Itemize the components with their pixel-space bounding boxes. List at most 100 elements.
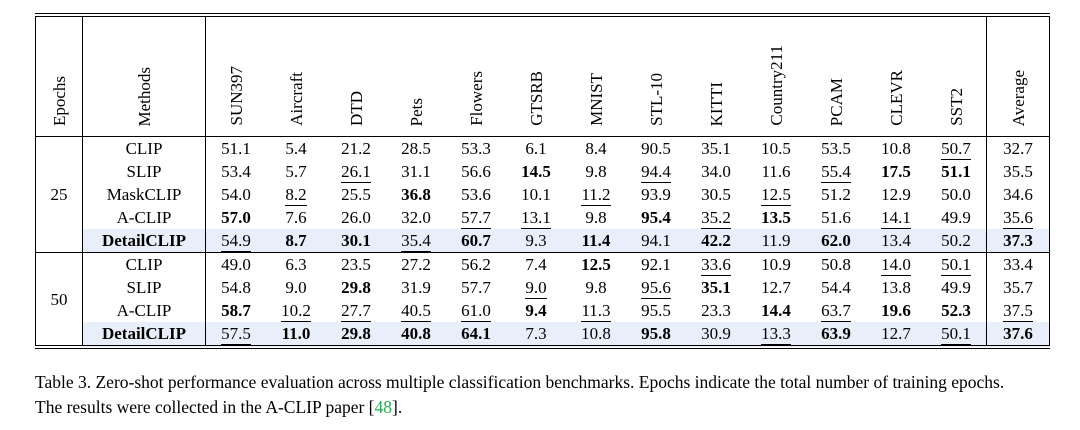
metric-cell-average: 34.6	[987, 183, 1050, 206]
metric-cell-gtsrb: 7.4	[506, 252, 566, 276]
metric-value: 12.7	[761, 278, 791, 297]
column-header-label: SST2	[946, 88, 966, 126]
metric-cell-stl-10: 93.9	[626, 183, 686, 206]
metric-cell-sun397: 54.8	[206, 276, 267, 299]
metric-value: 95.5	[641, 301, 671, 320]
metric-cell-dtd: 27.7	[326, 299, 386, 322]
metric-value: 55.4	[821, 162, 851, 183]
metric-cell-gtsrb: 7.3	[506, 322, 566, 347]
metric-cell-mnist: 12.5	[566, 252, 626, 276]
metric-value: 7.6	[285, 208, 307, 227]
metric-value: 10.1	[521, 185, 551, 204]
metric-value: 36.8	[401, 185, 431, 204]
metric-cell-sst2: 51.1	[926, 160, 987, 183]
metric-cell-pets: 40.8	[386, 322, 446, 347]
table-row-detailclip-25: DetailCLIP 54.9 8.7 30.1 35.4 60.7 9.3 11.4 94.1…	[36, 229, 1050, 253]
metric-cell-average: 37.5	[987, 299, 1050, 322]
metric-value: 33.4	[1003, 255, 1033, 274]
metric-value: 11.3	[581, 301, 611, 322]
metric-value: 35.6	[1003, 208, 1033, 229]
metric-cell-average: 35.7	[987, 276, 1050, 299]
metric-value: 51.1	[221, 139, 251, 158]
metric-value: 30.9	[701, 324, 731, 343]
table-row-maskclip-25: MaskCLIP 54.0 8.2 25.5 36.8 53.6 10.1 11.2 93.9 3…	[36, 183, 1050, 206]
metric-value: 10.9	[761, 255, 791, 274]
metric-cell-mnist: 11.3	[566, 299, 626, 322]
citation-link[interactable]: 48	[374, 397, 393, 418]
metric-value: 92.1	[641, 255, 671, 274]
metric-value: 56.6	[461, 162, 491, 181]
metric-cell-country211: 12.5	[746, 183, 806, 206]
metric-value: 19.6	[881, 301, 911, 320]
metric-value: 51.1	[941, 162, 971, 181]
metric-cell-average: 32.7	[987, 137, 1050, 161]
method-name: DetailCLIP	[82, 322, 206, 347]
metric-cell-clevr: 12.7	[866, 322, 926, 347]
metric-cell-pcam: 63.9	[806, 322, 866, 347]
table-row-clip-50: 50 CLIP 49.0 6.3 23.5 27.2 56.2 7.4 12.5 92.1 33.6…	[35, 252, 1050, 347]
metric-cell-gtsrb: 14.5	[506, 160, 566, 183]
metric-cell-average: 35.5	[987, 160, 1050, 183]
method-name: CLIP	[82, 252, 206, 276]
metric-value: 6.1	[525, 139, 547, 158]
column-header-label: STL-10	[646, 73, 666, 126]
metric-cell-flowers: 57.7	[446, 206, 506, 229]
metric-value: 93.9	[641, 185, 671, 204]
metric-value: 35.5	[1003, 162, 1033, 181]
metric-cell-stl-10: 94.4	[626, 160, 686, 183]
metric-value: 54.4	[821, 278, 851, 297]
metric-value: 52.3	[941, 301, 971, 320]
metric-cell-sst2: 50.0	[926, 183, 987, 206]
metric-value: 37.6	[1003, 324, 1033, 343]
metric-value: 31.9	[401, 278, 431, 297]
metric-cell-country211: 13.3	[746, 322, 806, 347]
metric-value: 7.4	[525, 255, 547, 274]
metric-cell-dtd: 29.8	[326, 322, 386, 347]
metric-value: 13.8	[881, 278, 911, 297]
metric-cell-dtd: 25.5	[326, 183, 386, 206]
column-header-label: Flowers	[466, 71, 486, 126]
metric-cell-pets: 27.2	[386, 252, 446, 276]
metric-value: 50.0	[941, 185, 971, 204]
metric-value: 9.3	[525, 231, 547, 250]
metric-cell-aircraft: 9.0	[266, 276, 326, 299]
metric-cell-flowers: 60.7	[446, 229, 506, 253]
metric-cell-pcam: 51.2	[806, 183, 866, 206]
caption-line-1: Table 3. Zero-shot performance evaluatio…	[35, 372, 1005, 392]
metric-cell-gtsrb: 10.1	[506, 183, 566, 206]
metric-cell-kitti: 42.2	[686, 229, 746, 253]
metric-value: 50.7	[941, 139, 971, 160]
metric-cell-stl-10: 95.6	[626, 276, 686, 299]
benchmark-table: Epochs Methods SUN397 Aircraft DTD Pets Flower…	[35, 13, 1050, 349]
metric-value: 35.7	[1003, 278, 1033, 297]
metric-cell-pets: 31.9	[386, 276, 446, 299]
metric-cell-kitti: 35.2	[686, 206, 746, 229]
table-row-slip-50: SLIP 54.8 9.0 29.8 31.9 57.7 9.0 9.8 95.6 35.1 12.…	[36, 276, 1050, 299]
column-header-label: Average	[1008, 69, 1028, 126]
column-header-label: Pets	[406, 97, 426, 126]
metric-value: 33.6	[701, 255, 731, 276]
metric-value: 57.0	[221, 208, 251, 227]
metric-cell-pets: 36.8	[386, 183, 446, 206]
metric-value: 23.5	[341, 255, 371, 274]
metric-value: 9.4	[525, 301, 547, 320]
column-header-label: PCAM	[826, 77, 846, 126]
metric-value: 35.2	[701, 208, 731, 229]
metric-cell-sst2: 50.1	[926, 322, 987, 347]
metric-value: 40.5	[401, 301, 431, 322]
metric-cell-country211: 14.4	[746, 299, 806, 322]
method-name: MaskCLIP	[82, 183, 206, 206]
metric-value: 49.9	[941, 208, 971, 227]
metric-value: 57.5	[221, 324, 251, 345]
metric-value: 34.6	[1003, 185, 1033, 204]
metric-cell-mnist: 10.8	[566, 322, 626, 347]
metric-cell-stl-10: 94.1	[626, 229, 686, 253]
column-header-dtd: DTD	[326, 15, 386, 137]
metric-cell-country211: 13.5	[746, 206, 806, 229]
metric-cell-flowers: 61.0	[446, 299, 506, 322]
metric-cell-kitti: 30.5	[686, 183, 746, 206]
metric-value: 50.1	[941, 324, 971, 345]
metric-value: 28.5	[401, 139, 431, 158]
metric-cell-sun397: 57.0	[206, 206, 267, 229]
table-caption: Table 3. Zero-shot performance evaluatio…	[35, 370, 1047, 421]
